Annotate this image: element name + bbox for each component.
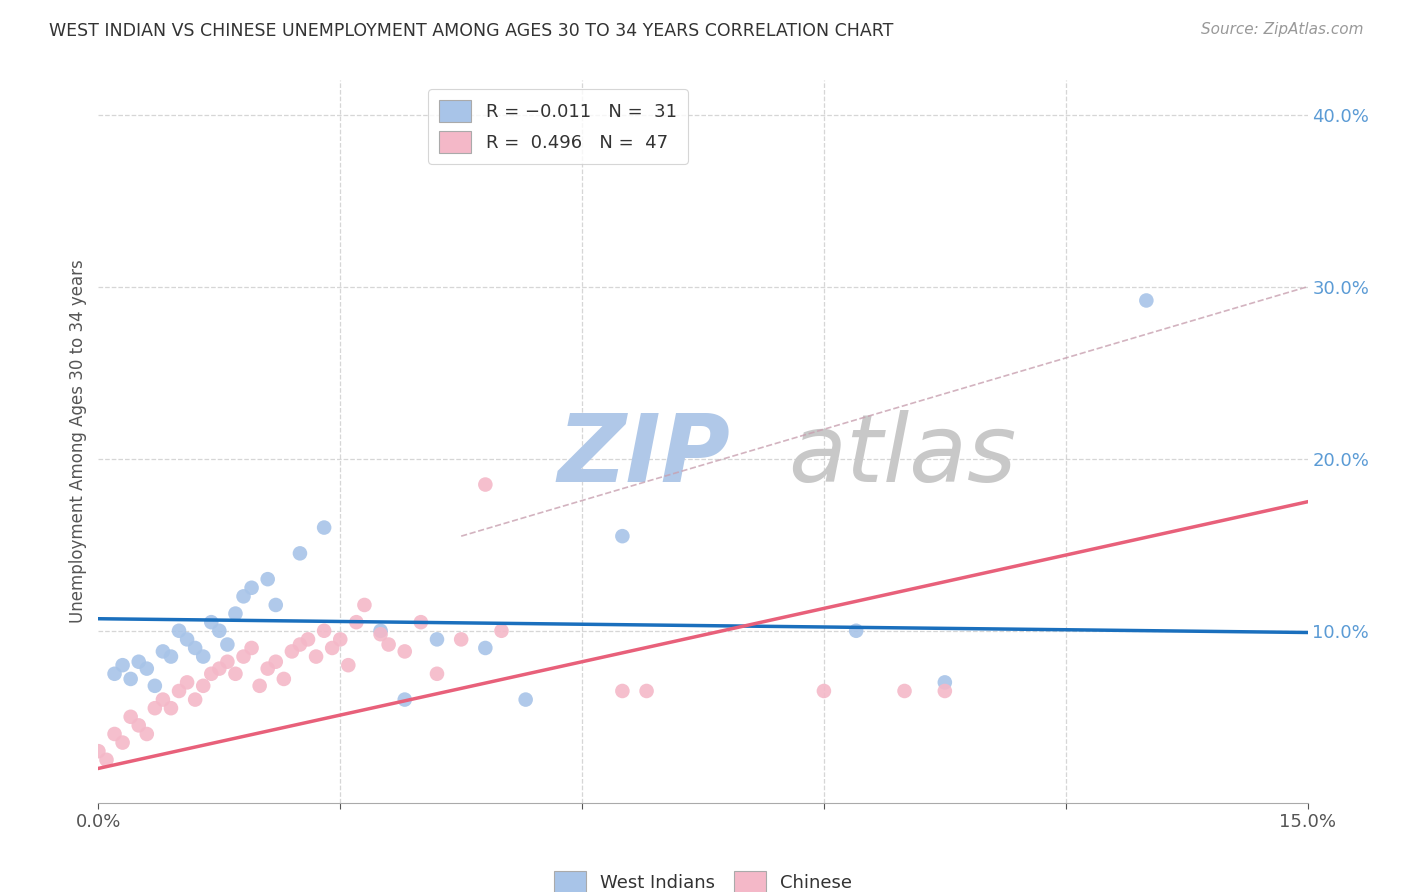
- Point: [217, 638, 239, 652]
- Point: [103, 666, 125, 681]
- Point: [224, 607, 246, 621]
- Point: [474, 477, 496, 491]
- Point: [96, 753, 118, 767]
- Point: [232, 590, 254, 604]
- Point: [128, 718, 150, 732]
- Point: [281, 644, 304, 658]
- Point: [450, 632, 472, 647]
- Point: [160, 701, 183, 715]
- Point: [217, 655, 239, 669]
- Point: [612, 684, 634, 698]
- Point: [249, 679, 271, 693]
- Point: [120, 672, 142, 686]
- Point: [103, 727, 125, 741]
- Point: [193, 649, 215, 664]
- Point: [288, 546, 311, 560]
- Point: [240, 640, 263, 655]
- Point: [394, 644, 416, 658]
- Point: [208, 624, 231, 638]
- Point: [353, 598, 375, 612]
- Point: [297, 632, 319, 647]
- Point: [128, 655, 150, 669]
- Point: [934, 684, 956, 698]
- Point: [200, 666, 222, 681]
- Point: [193, 679, 215, 693]
- Point: [893, 684, 915, 698]
- Point: [329, 632, 352, 647]
- Point: [636, 684, 658, 698]
- Y-axis label: Unemployment Among Ages 30 to 34 years: Unemployment Among Ages 30 to 34 years: [69, 260, 87, 624]
- Point: [152, 692, 174, 706]
- Point: [370, 624, 392, 638]
- Point: [208, 662, 231, 676]
- Point: [232, 649, 254, 664]
- Point: [152, 644, 174, 658]
- Point: [143, 679, 166, 693]
- Point: [426, 666, 449, 681]
- Point: [491, 624, 513, 638]
- Point: [176, 675, 198, 690]
- Point: [321, 640, 343, 655]
- Point: [135, 727, 157, 741]
- Point: [176, 632, 198, 647]
- Point: [167, 624, 190, 638]
- Text: Source: ZipAtlas.com: Source: ZipAtlas.com: [1201, 22, 1364, 37]
- Text: WEST INDIAN VS CHINESE UNEMPLOYMENT AMONG AGES 30 TO 34 YEARS CORRELATION CHART: WEST INDIAN VS CHINESE UNEMPLOYMENT AMON…: [49, 22, 894, 40]
- Point: [240, 581, 263, 595]
- Point: [612, 529, 634, 543]
- Point: [1135, 293, 1157, 308]
- Point: [200, 615, 222, 630]
- Point: [264, 655, 287, 669]
- Point: [337, 658, 360, 673]
- Point: [264, 598, 287, 612]
- Point: [87, 744, 110, 758]
- Point: [120, 710, 142, 724]
- Point: [143, 701, 166, 715]
- Point: [344, 615, 367, 630]
- Point: [160, 649, 183, 664]
- Point: [394, 692, 416, 706]
- Point: [474, 640, 496, 655]
- Point: [370, 627, 392, 641]
- Point: [409, 615, 432, 630]
- Text: ZIP: ZIP: [558, 410, 731, 502]
- Point: [377, 638, 399, 652]
- Legend: West Indians, Chinese: West Indians, Chinese: [544, 863, 862, 892]
- Point: [167, 684, 190, 698]
- Point: [314, 520, 336, 534]
- Point: [111, 735, 134, 749]
- Point: [273, 672, 295, 686]
- Point: [184, 640, 207, 655]
- Point: [426, 632, 449, 647]
- Point: [845, 624, 868, 638]
- Point: [224, 666, 246, 681]
- Point: [256, 662, 278, 676]
- Point: [256, 572, 278, 586]
- Text: atlas: atlas: [787, 410, 1017, 501]
- Point: [184, 692, 207, 706]
- Point: [288, 638, 311, 652]
- Point: [135, 662, 157, 676]
- Point: [934, 675, 956, 690]
- Point: [813, 684, 835, 698]
- Point: [515, 692, 537, 706]
- Point: [111, 658, 134, 673]
- Point: [314, 624, 336, 638]
- Point: [305, 649, 328, 664]
